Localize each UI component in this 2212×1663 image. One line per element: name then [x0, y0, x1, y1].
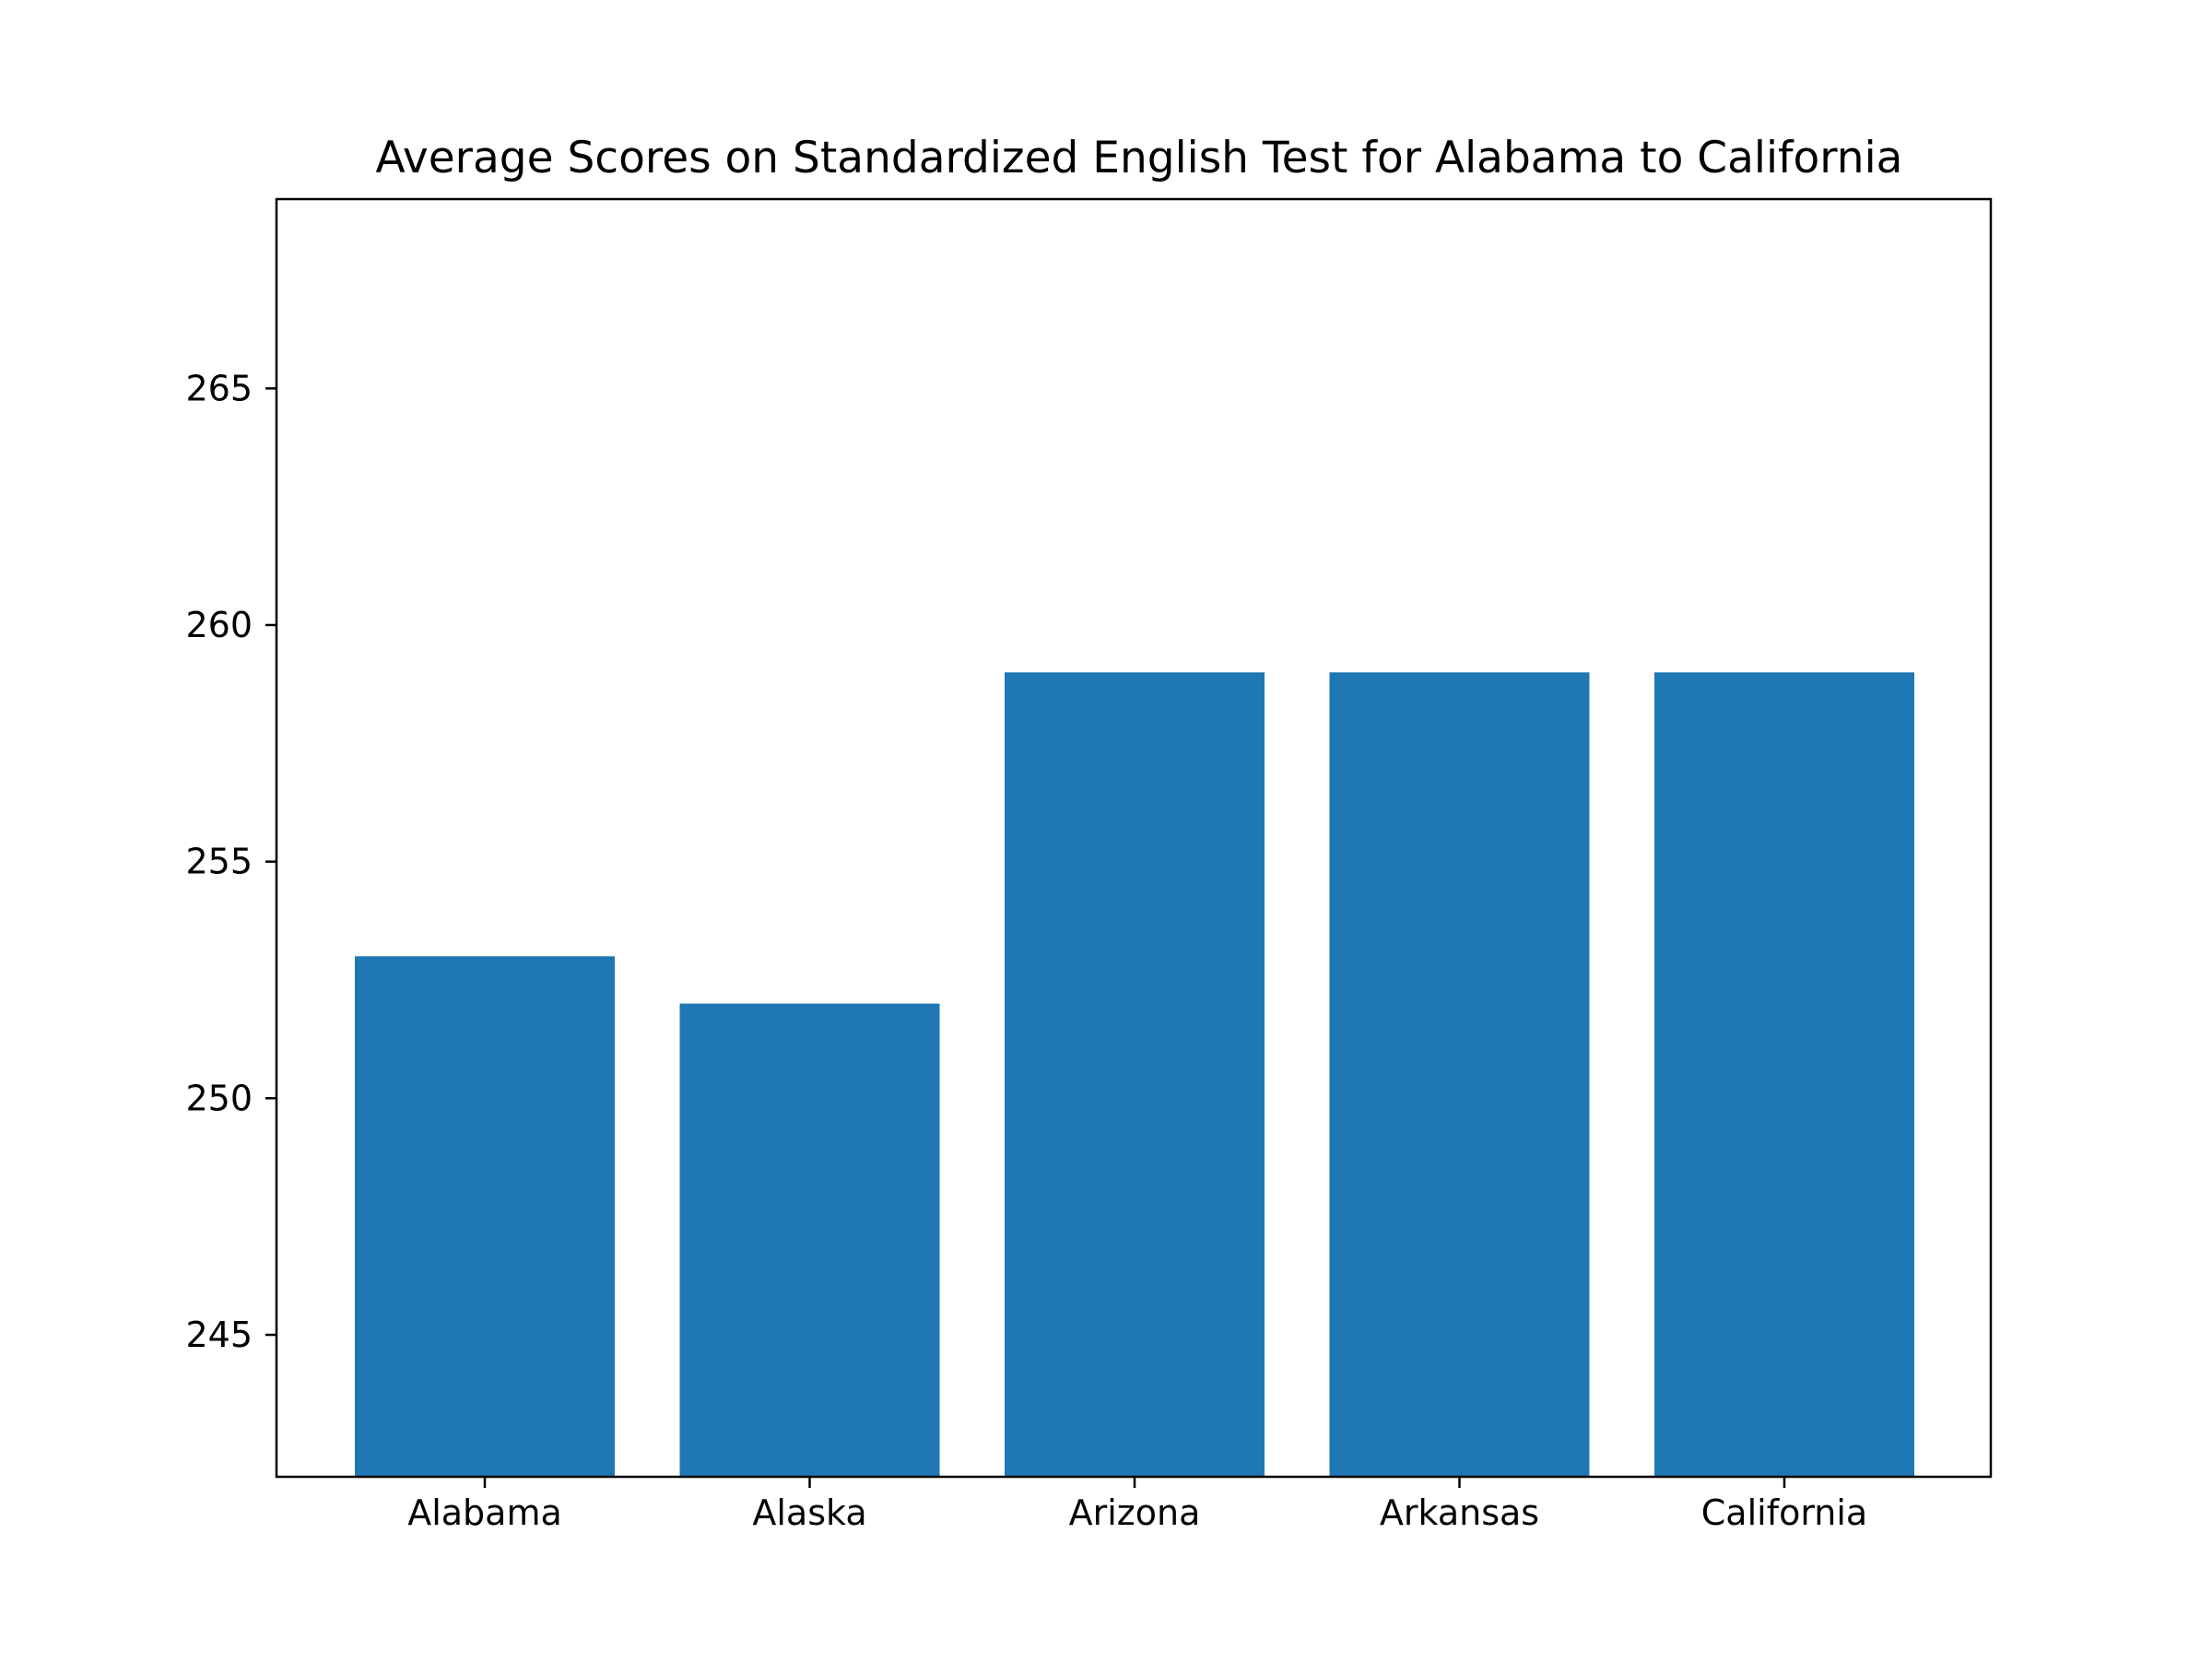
y-axis: 245 250 255 260 265: [185, 368, 276, 1355]
bars-layer: [355, 672, 1914, 1477]
bar-alaska: [679, 1003, 940, 1477]
x-tick-label: California: [1701, 1492, 1867, 1533]
x-tick-label: Alabama: [407, 1492, 562, 1533]
x-tick-label: Alaska: [752, 1492, 866, 1533]
bar-alabama: [355, 956, 615, 1477]
bar-arkansas: [1329, 672, 1590, 1477]
bar-arizona: [1005, 672, 1265, 1477]
bar-california: [1654, 672, 1914, 1477]
chart-title: Average Scores on Standardized English T…: [376, 133, 1903, 183]
y-tick-label: 255: [185, 842, 253, 882]
y-tick-label: 260: [185, 605, 253, 645]
y-tick-label: 245: [185, 1315, 253, 1355]
y-tick-label: 265: [185, 368, 253, 408]
plot-frame: [275, 197, 1993, 1479]
x-tick-label: Arkansas: [1380, 1492, 1539, 1533]
x-axis: Alabama Alaska Arizona Arkansas California: [407, 1477, 1867, 1533]
y-tick-label: 250: [185, 1078, 253, 1118]
x-tick-label: Arizona: [1069, 1492, 1201, 1533]
